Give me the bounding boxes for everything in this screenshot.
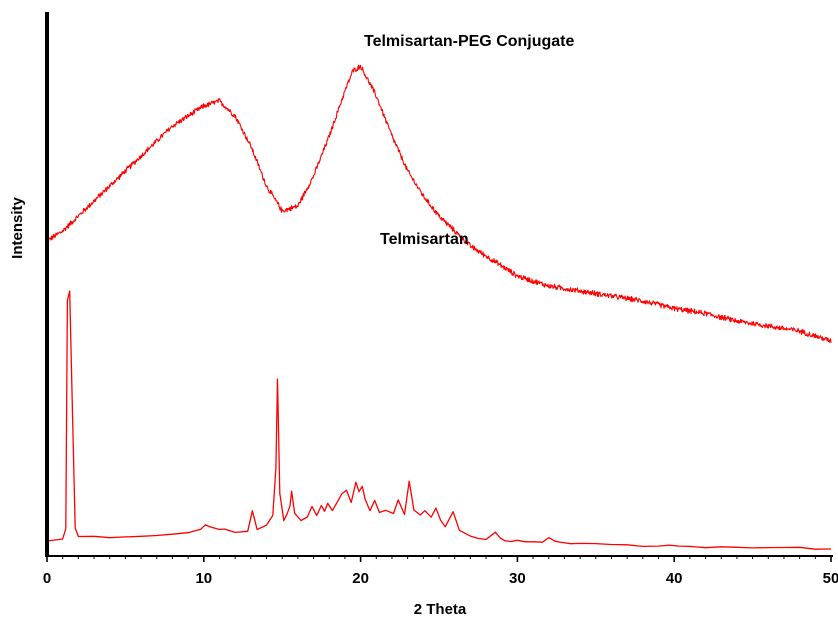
x-tick-label: 30 [509, 570, 526, 587]
x-tick-label: 20 [352, 570, 369, 587]
series-label-telmisartan: Telmisartan [380, 231, 469, 248]
series-layer [46, 64, 832, 550]
y-axis-title: Intensity [9, 197, 26, 259]
x-tick-label: 50 [823, 570, 838, 587]
x-tick-label: 0 [43, 570, 51, 587]
series-line-telmisartan [46, 290, 832, 550]
label-layer: 0 10 20 30 40 50 [43, 570, 838, 587]
series-line-conjugate [46, 64, 832, 344]
x-axis-title: 2 Theta [414, 601, 467, 618]
series-label-conjugate: Telmisartan-PEG Conjugate [364, 33, 575, 50]
x-tick-label: 40 [666, 570, 683, 587]
x-tick-label: 10 [195, 570, 212, 587]
x-tick-layer [46, 556, 832, 562]
